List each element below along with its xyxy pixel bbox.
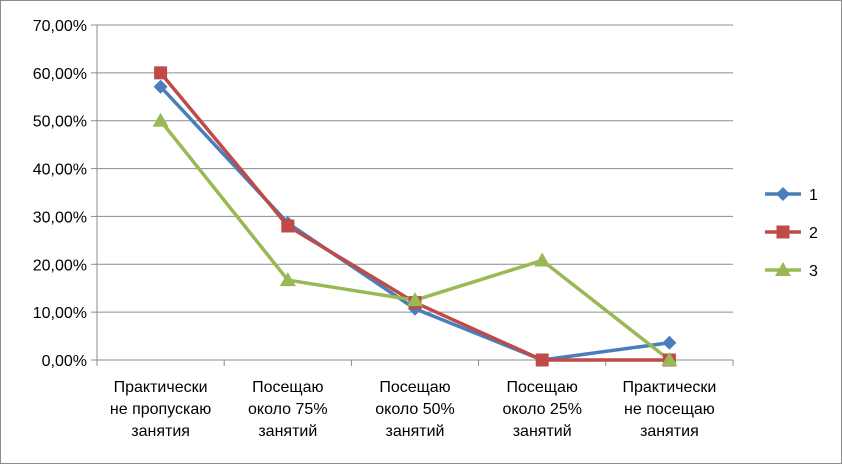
legend-label-3: 3 [809, 263, 818, 280]
data-point-series-3 [534, 252, 551, 267]
grid-lines [97, 24, 733, 313]
x-category-label: Посещаю около 50% занятий [375, 379, 455, 440]
series-line-1 [159, 85, 670, 362]
series-line-3 [159, 119, 671, 362]
data-point-series-1 [153, 79, 168, 94]
x-category-label: Посещаю около 25% занятий [502, 379, 582, 440]
x-category-labels: Практически не пропускаю занятия Посещаю око… [110, 379, 716, 440]
legend-label-2: 2 [809, 225, 818, 242]
legend-label-1: 1 [809, 187, 818, 204]
x-category-label: Посещаю около 75% занятий [248, 379, 328, 440]
legend-marker-3 [775, 262, 791, 276]
data-point-series-3 [661, 352, 678, 366]
axes [91, 24, 734, 366]
legend-marker-1 [776, 187, 790, 201]
legend-marker-2 [776, 225, 790, 239]
y-tick-label: 10,00% [33, 305, 87, 322]
data-point-series-2 [154, 66, 168, 80]
data-point-series-3 [407, 292, 423, 307]
series-markers [152, 66, 678, 367]
y-tick-label: 60,00% [33, 66, 87, 83]
data-point-series-3 [279, 272, 296, 287]
data-point-series-3 [152, 112, 169, 127]
x-category-label: Практически не посещаю занятия [622, 379, 716, 440]
data-point-series-2 [535, 353, 549, 367]
data-point-series-2 [281, 219, 295, 233]
y-tick-label: 70,00% [33, 18, 87, 35]
y-tick-label: 40,00% [33, 162, 87, 179]
data-point-series-1 [662, 335, 677, 350]
y-tick-label: 20,00% [33, 257, 87, 274]
y-tick-label: 30,00% [33, 209, 87, 226]
x-category-label: Практически не пропускаю занятия [110, 379, 211, 440]
y-tick-label: 0,00% [42, 353, 87, 370]
legend: 1 2 3 [765, 187, 818, 280]
y-tick-label: 50,00% [33, 114, 87, 131]
y-tick-labels: 0,00% 10,00% 20,00% 30,00% 40,00% 50,00% 60,00… [33, 18, 87, 370]
